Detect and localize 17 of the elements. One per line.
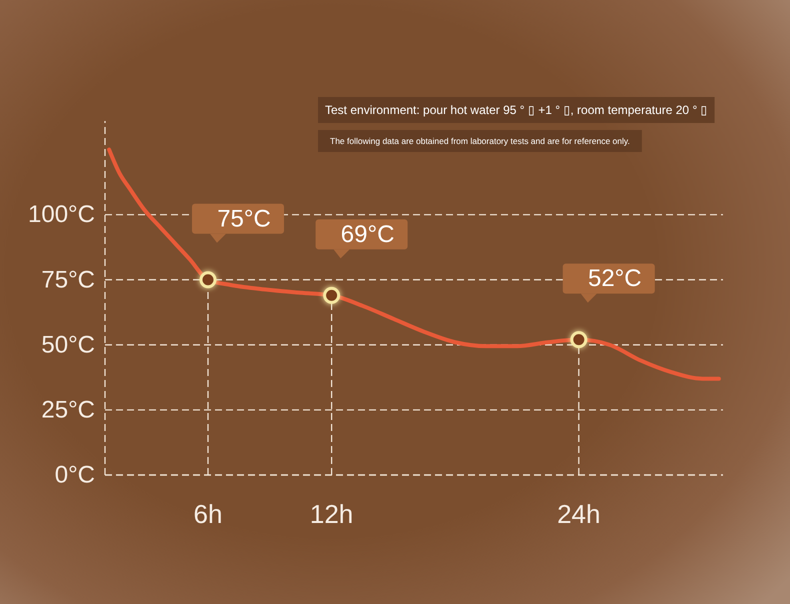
point (570, 331, 588, 348)
line-series (107, 148, 721, 381)
y-tick-label: 50°C (41, 331, 95, 358)
y-tick-label: 75°C (41, 266, 95, 294)
x-tick-label: 6h (194, 499, 222, 529)
text: Test environment: pour hot water 95 ° ▯ +1 ° ▯, room temperature 20 ° ▯ (325, 103, 708, 117)
data-label: 69°C (340, 220, 394, 248)
data-label: 75°C (217, 205, 271, 232)
point (200, 271, 216, 288)
point (323, 286, 340, 304)
x-tick-label: 24h (557, 499, 600, 529)
y-tick-label: 0°C (54, 462, 95, 488)
y-tick-label: 25°C (41, 396, 95, 424)
x-tick-label: 12h (310, 499, 354, 529)
y-tick-label: 100°C (28, 201, 95, 228)
annotation: The following data are obtained from laboratory tests and are for reference only. (330, 136, 630, 146)
data-label: 52°C (588, 265, 642, 292)
